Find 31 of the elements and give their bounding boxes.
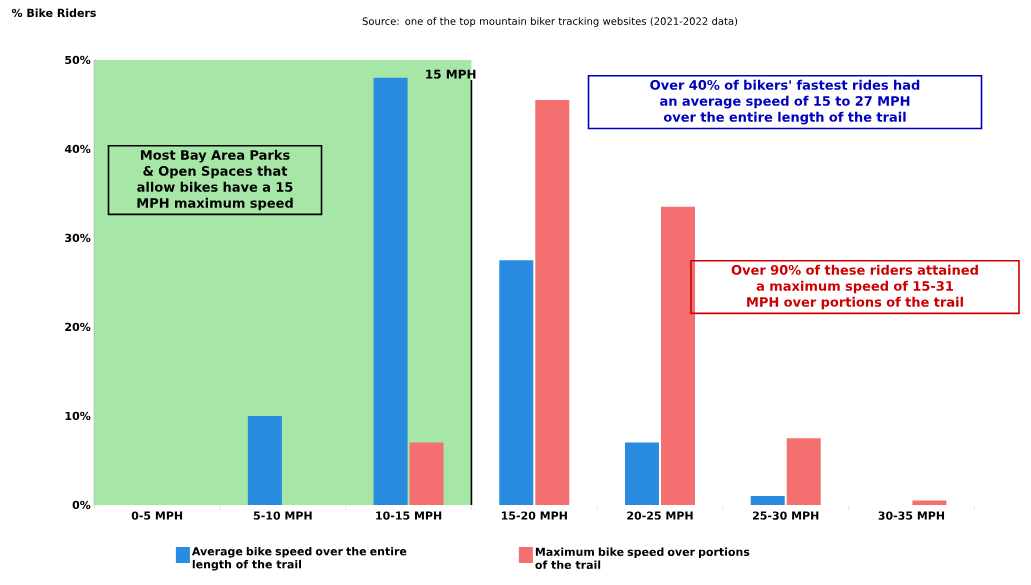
x-tick-label: 30-35 MPH — [878, 511, 945, 520]
bar — [786, 438, 821, 505]
source-note: Source: one of the top mountain biker tracking websites (2021-2022 data) — [362, 17, 738, 27]
bar — [661, 206, 695, 505]
y-tick-label: 0% — [72, 500, 91, 510]
bar — [912, 500, 947, 505]
y-tick-label: 20% — [65, 322, 91, 332]
bar — [750, 495, 785, 505]
x-tick-label: 5-10 MPH — [253, 511, 312, 520]
x-tick-label: 25-30 MPH — [752, 511, 819, 520]
band-label: 15 MPH — [426, 69, 476, 79]
bar — [535, 99, 570, 505]
annotation: Most Bay Area Parks & Open Spaces that allow bikes have a 15 MPH maximum speed — [137, 149, 293, 211]
legend-label: Maximum bike speed over portions of the trail — [535, 547, 750, 569]
y-tick-label: 50% — [65, 55, 91, 65]
y-tick-label: 40% — [64, 144, 91, 154]
x-tick-label: 15-20 MPH — [501, 511, 567, 520]
y-tick-label: 10% — [65, 411, 91, 421]
bar — [247, 415, 282, 505]
annotation: Over 90% of these riders attained a maximum speed of 15-31 MPH over portions of the trail — [731, 264, 978, 310]
y-tick-label: 30% — [65, 233, 91, 243]
annotation: Over 40% of bikers' fastest rides had an average speed of 15 to 27 MPH over the entire length of the trail — [650, 79, 920, 125]
bar — [499, 260, 534, 505]
x-tick-label: 10-15 MPH — [376, 511, 442, 520]
legend-label: Average bike speed over the entire length of the trail — [191, 546, 407, 571]
bar — [373, 77, 408, 505]
bar — [409, 442, 444, 505]
bar — [625, 442, 660, 505]
x-tick-label: 20-25 MPH — [627, 511, 693, 520]
x-tick-label: 0-5 MPH — [131, 511, 183, 520]
y-axis-title: % Bike Riders — [11, 8, 96, 18]
